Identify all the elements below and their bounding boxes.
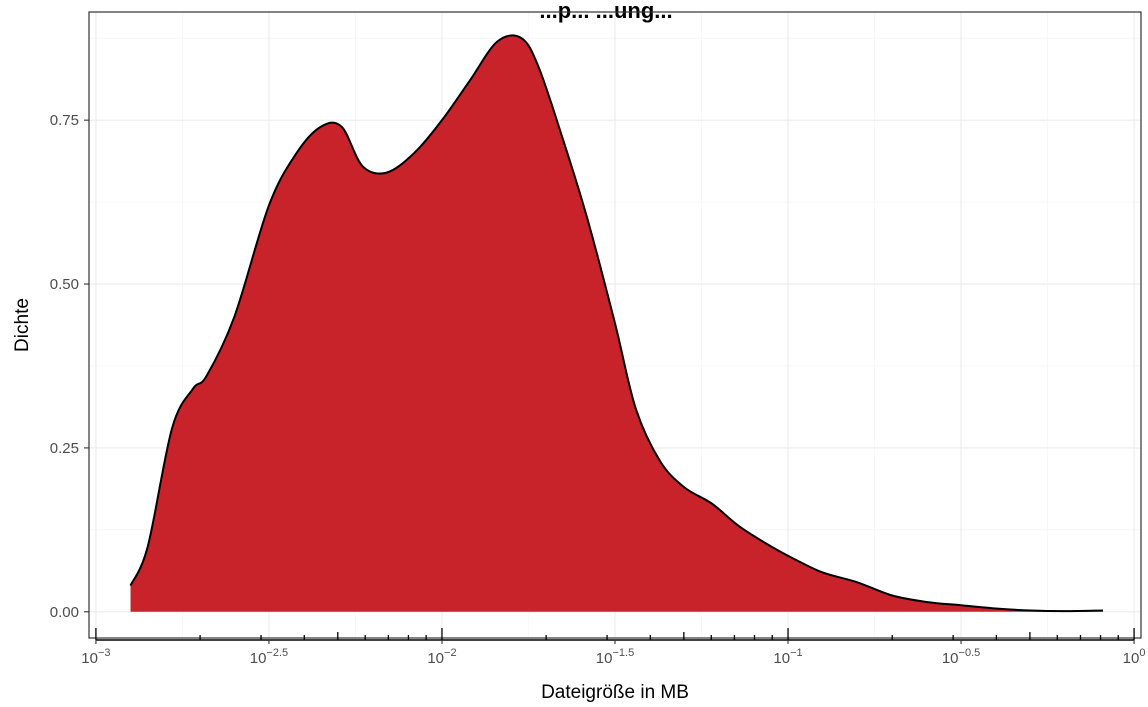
y-tick-label: 0.00 (50, 604, 79, 621)
x-tick-label: 10−1 (773, 647, 802, 667)
x-tick-label: 10−2 (427, 647, 456, 667)
density-area (130, 35, 1103, 612)
x-axis: 10−3 10−2.5 10−2 10−1.5 10−1 10−0.5 100 (81, 628, 1145, 667)
x-tick-label: 10−3 (81, 647, 110, 667)
y-axis: 0.00 0.25 0.50 0.75 (50, 112, 89, 621)
x-axis-title: Dateigröße in MB (541, 682, 689, 703)
y-tick-label: 0.50 (50, 276, 79, 293)
panel-border (88, 11, 1142, 639)
density-line (129, 34, 1103, 613)
x-tick-label: 100 (1123, 647, 1146, 667)
x-tick-label: 10−0.5 (942, 647, 980, 667)
y-tick-label: 0.25 (50, 440, 79, 457)
y-axis-title: Dichte (12, 298, 33, 352)
x-tick-label: 10−2.5 (250, 647, 288, 667)
x-tick-label: 10−1.5 (596, 647, 634, 667)
y-tick-label: 0.75 (50, 112, 79, 129)
